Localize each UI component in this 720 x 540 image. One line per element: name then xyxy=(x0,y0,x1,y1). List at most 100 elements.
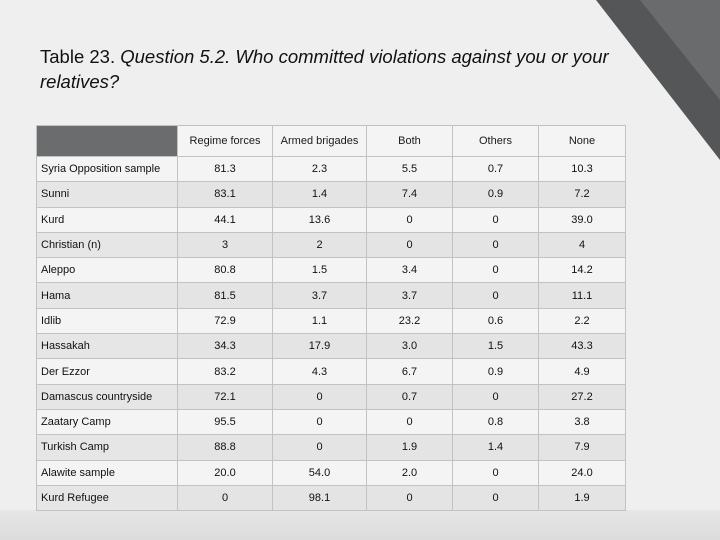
table-cell: 27.2 xyxy=(538,383,626,410)
table-cell: 5.5 xyxy=(366,155,453,183)
table-cell: 1.5 xyxy=(272,257,367,284)
table-cell: 7.9 xyxy=(538,434,626,461)
table-header-row: Regime forces Armed brigades Both Others… xyxy=(36,125,626,157)
table-cell: 13.6 xyxy=(272,206,367,233)
column-header: Armed brigades xyxy=(272,125,367,157)
table-row: Sunni 83.1 1.4 7.4 0.9 7.2 xyxy=(36,181,626,208)
column-header: None xyxy=(538,125,626,157)
table-cell: 0 xyxy=(272,408,367,436)
row-label: Turkish Camp xyxy=(36,434,178,461)
table-cell: 1.4 xyxy=(452,434,539,461)
table-cell: 24.0 xyxy=(538,459,626,486)
table-cell: 0 xyxy=(452,206,539,233)
bottom-band xyxy=(0,510,720,540)
table-cell: 0 xyxy=(177,484,273,512)
row-label: Christian (n) xyxy=(36,231,178,259)
table-row: Christian (n) 3 2 0 0 4 xyxy=(36,231,626,259)
table-row: Hassakah 34.3 17.9 3.0 1.5 43.3 xyxy=(36,333,626,360)
table-cell: 34.3 xyxy=(177,333,273,360)
table-cell: 1.9 xyxy=(366,434,453,461)
table-cell: 0 xyxy=(272,383,367,410)
table-cell: 80.8 xyxy=(177,257,273,284)
table-cell: 10.3 xyxy=(538,155,626,183)
table-cell: 88.8 xyxy=(177,434,273,461)
table-cell: 1.9 xyxy=(538,484,626,512)
column-header: Both xyxy=(366,125,453,157)
row-label: Kurd Refugee xyxy=(36,484,178,512)
title-prefix: Table 23. xyxy=(40,46,121,67)
table-cell: 3.0 xyxy=(366,333,453,360)
table-cell: 6.7 xyxy=(366,358,453,385)
table-cell: 11.1 xyxy=(538,282,626,309)
table-cell: 4.3 xyxy=(272,358,367,385)
table-cell: 1.1 xyxy=(272,307,367,335)
table-cell: 72.9 xyxy=(177,307,273,335)
header-corner-cell xyxy=(36,125,178,157)
column-header: Others xyxy=(452,125,539,157)
table-cell: 54.0 xyxy=(272,459,367,486)
table-cell: 44.1 xyxy=(177,206,273,233)
table-cell: 1.5 xyxy=(452,333,539,360)
table-cell: 0 xyxy=(366,408,453,436)
table-row: Hama 81.5 3.7 3.7 0 11.1 xyxy=(36,282,626,309)
table-row: Syria Opposition sample 81.3 2.3 5.5 0.7 10.3 xyxy=(36,155,626,183)
title-question: Question 5.2. Who committed violations a… xyxy=(40,46,609,92)
table-cell: 0.7 xyxy=(366,383,453,410)
row-label: Kurd xyxy=(36,206,178,233)
table-cell: 4 xyxy=(538,231,626,259)
slide-title: Table 23. Question 5.2. Who committed vi… xyxy=(40,44,640,94)
table-cell: 81.3 xyxy=(177,155,273,183)
table-cell: 7.2 xyxy=(538,181,626,208)
table-cell: 0.6 xyxy=(452,307,539,335)
table-cell: 0 xyxy=(452,383,539,410)
table-cell: 2.0 xyxy=(366,459,453,486)
table-cell: 23.2 xyxy=(366,307,453,335)
row-label: Syria Opposition sample xyxy=(36,155,178,183)
table-cell: 95.5 xyxy=(177,408,273,436)
table-row: Der Ezzor 83.2 4.3 6.7 0.9 4.9 xyxy=(36,358,626,385)
table-cell: 17.9 xyxy=(272,333,367,360)
table-cell: 0 xyxy=(366,484,453,512)
table-cell: 20.0 xyxy=(177,459,273,486)
table-cell: 0 xyxy=(452,231,539,259)
table-cell: 0 xyxy=(452,282,539,309)
table-cell: 1.4 xyxy=(272,181,367,208)
table-cell: 2.3 xyxy=(272,155,367,183)
table-cell: 0.9 xyxy=(452,181,539,208)
table-cell: 0 xyxy=(366,206,453,233)
row-label: Der Ezzor xyxy=(36,358,178,385)
table-cell: 14.2 xyxy=(538,257,626,284)
table-cell: 3.8 xyxy=(538,408,626,436)
table-cell: 43.3 xyxy=(538,333,626,360)
table-row: Turkish Camp 88.8 0 1.9 1.4 7.9 xyxy=(36,434,626,461)
table-row: Damascus countryside 72.1 0 0.7 0 27.2 xyxy=(36,383,626,410)
table-cell: 3.7 xyxy=(366,282,453,309)
table-cell: 83.2 xyxy=(177,358,273,385)
table-cell: 0.8 xyxy=(452,408,539,436)
row-label: Aleppo xyxy=(36,257,178,284)
row-label: Idlib xyxy=(36,307,178,335)
row-label: Alawite sample xyxy=(36,459,178,486)
row-label: Zaatary Camp xyxy=(36,408,178,436)
table-cell: 0 xyxy=(452,459,539,486)
table-cell: 2.2 xyxy=(538,307,626,335)
table-cell: 39.0 xyxy=(538,206,626,233)
table-cell: 81.5 xyxy=(177,282,273,309)
row-label: Sunni xyxy=(36,181,178,208)
table-row: Zaatary Camp 95.5 0 0 0.8 3.8 xyxy=(36,408,626,436)
table-row: Aleppo 80.8 1.5 3.4 0 14.2 xyxy=(36,257,626,284)
table-row: Idlib 72.9 1.1 23.2 0.6 2.2 xyxy=(36,307,626,335)
table-cell: 0 xyxy=(366,231,453,259)
table-cell: 3.4 xyxy=(366,257,453,284)
table-cell: 4.9 xyxy=(538,358,626,385)
violations-table: Regime forces Armed brigades Both Others… xyxy=(36,125,626,512)
table-cell: 72.1 xyxy=(177,383,273,410)
row-label: Hama xyxy=(36,282,178,309)
table-cell: 98.1 xyxy=(272,484,367,512)
table-cell: 0.7 xyxy=(452,155,539,183)
table-cell: 2 xyxy=(272,231,367,259)
column-header: Regime forces xyxy=(177,125,273,157)
table-cell: 0 xyxy=(452,484,539,512)
table-row: Kurd 44.1 13.6 0 0 39.0 xyxy=(36,206,626,233)
table-cell: 3.7 xyxy=(272,282,367,309)
